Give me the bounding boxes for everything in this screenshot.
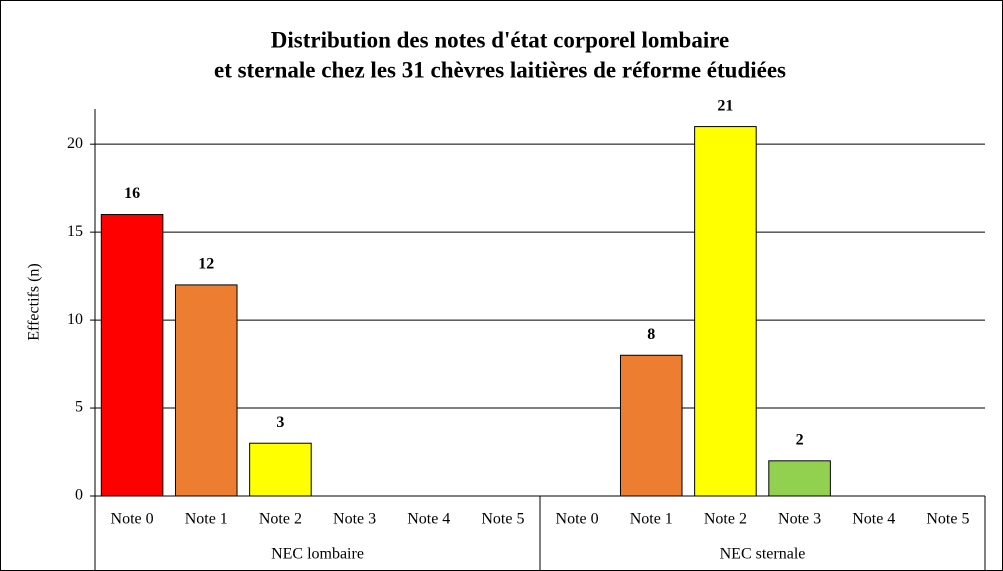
value-label: 12 xyxy=(198,256,214,273)
x-tick-label: Note 5 xyxy=(481,511,524,528)
x-tick-label: Note 1 xyxy=(630,511,673,528)
value-label: 2 xyxy=(796,431,804,448)
x-tick-label: Note 4 xyxy=(407,511,450,528)
y-tick-label: 15 xyxy=(67,223,83,240)
value-label: 21 xyxy=(717,97,733,114)
y-tick-label: 5 xyxy=(75,399,83,416)
group-label: NEC lombaire xyxy=(271,546,364,563)
bar xyxy=(100,214,164,497)
y-tick-label: 10 xyxy=(67,311,83,328)
bar xyxy=(768,460,831,497)
bar xyxy=(619,354,683,497)
bar xyxy=(694,126,757,497)
x-tick-label: Note 2 xyxy=(704,511,747,528)
x-tick-label: Note 0 xyxy=(556,511,599,528)
x-tick-label: Note 5 xyxy=(926,511,969,528)
group-label: NEC sternale xyxy=(720,546,806,563)
x-tick-label: Note 3 xyxy=(778,511,821,528)
value-label: 3 xyxy=(276,414,284,431)
value-label: 16 xyxy=(124,185,140,202)
value-label: 8 xyxy=(647,326,655,343)
x-tick-label: Note 2 xyxy=(259,511,302,528)
bar xyxy=(174,284,238,497)
x-tick-label: Note 3 xyxy=(333,511,376,528)
chart-title: et sternale chez les 31 chèvres laitière… xyxy=(214,57,786,82)
bar xyxy=(249,442,312,497)
y-tick-label: 0 xyxy=(75,487,83,504)
x-tick-label: Note 0 xyxy=(111,511,154,528)
x-tick-label: Note 4 xyxy=(852,511,895,528)
y-tick-label: 20 xyxy=(67,135,83,152)
chart-title: Distribution des notes d'état corporel l… xyxy=(271,27,729,52)
x-tick-label: Note 1 xyxy=(185,511,228,528)
y-axis-label: Effectifs (n) xyxy=(26,263,43,340)
